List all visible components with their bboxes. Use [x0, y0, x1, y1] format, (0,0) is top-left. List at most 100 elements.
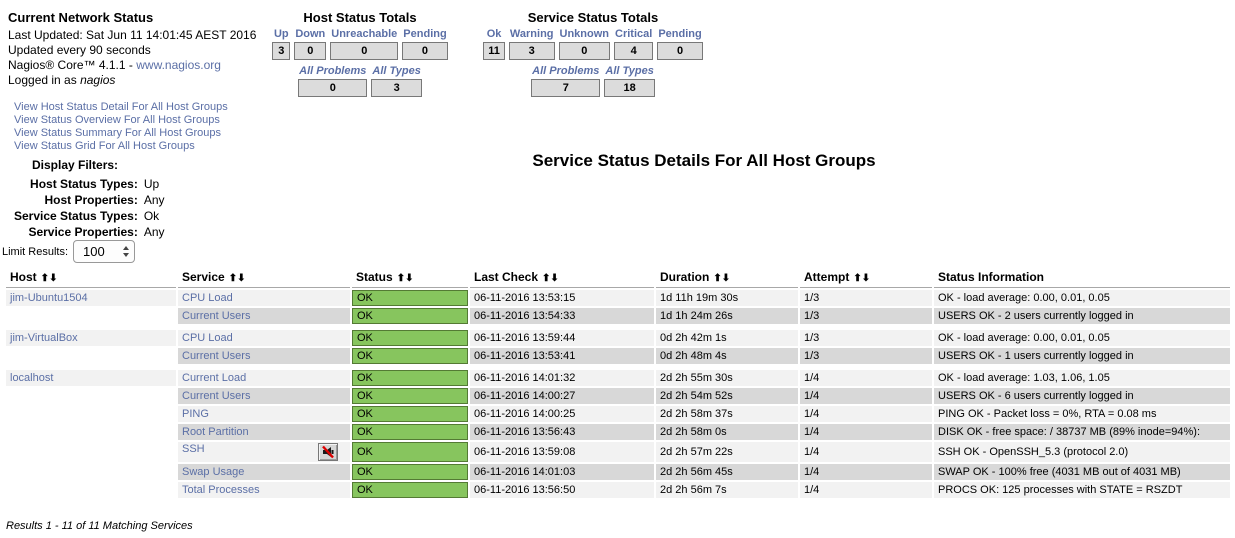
service-link[interactable]: Total Processes	[182, 484, 260, 496]
sort-descending-icon[interactable]: ⬇	[237, 273, 246, 284]
limit-results-select[interactable]: 100	[73, 240, 136, 263]
service-cell: Current Users	[178, 308, 350, 324]
filter-row: Host Properties: Any	[14, 193, 164, 207]
service-cell: Swap Usage	[178, 464, 350, 480]
service-row: Total Processes OK 06-11-2016 13:56:50 2d 2…	[6, 482, 1230, 498]
status-information-cell: OK - load average: 0.00, 0.01, 0.05	[934, 330, 1230, 346]
sort-descending-icon[interactable]: ⬇	[405, 273, 414, 284]
last-updated: Last Updated: Sat Jun 11 14:01:45 AEST 2…	[8, 28, 257, 42]
all-problems-count[interactable]: 7	[531, 79, 601, 97]
duration-cell: 0d 2h 42m 1s	[656, 330, 798, 346]
service-link[interactable]: SSH	[182, 443, 205, 455]
service-row: jim-Ubuntu1504 CPU Load OK 06-11-2016 13:53…	[6, 290, 1230, 306]
service-link[interactable]: Current Users	[182, 390, 251, 402]
service-link[interactable]: Current Load	[182, 372, 247, 384]
totals-count[interactable]: 3	[508, 42, 555, 60]
sort-ascending-icon[interactable]: ⬆	[542, 273, 551, 284]
nagios-org-link[interactable]: www.nagios.org	[136, 58, 221, 72]
all-types-label[interactable]: All Types	[605, 65, 654, 77]
filter-row: Service Properties: Any	[14, 225, 164, 239]
sort-descending-icon[interactable]: ⬇	[861, 273, 871, 284]
host-link[interactable]: jim-Ubuntu1504	[10, 292, 88, 304]
service-link[interactable]: Current Users	[182, 350, 251, 362]
attempt-cell: 1/4	[800, 464, 932, 480]
host-link[interactable]: localhost	[10, 372, 54, 384]
service-link[interactable]: Swap Usage	[182, 466, 245, 478]
all-problems-count[interactable]: 0	[298, 79, 368, 97]
service-row: Current Users OK 06-11-2016 13:54:33 1d 1h …	[6, 308, 1230, 324]
filter-row: Service Status Types: Ok	[14, 209, 165, 223]
sort-ascending-icon[interactable]: ⬆	[396, 273, 406, 284]
status-information-cell: OK - load average: 1.03, 1.06, 1.05	[934, 370, 1230, 386]
totals-count[interactable]: 0	[294, 42, 327, 60]
totals-count[interactable]: 0	[558, 42, 611, 60]
filter-label: Host Status Types:	[30, 177, 138, 191]
attempt-cell: 1/3	[800, 330, 932, 346]
service-totals-title: Service Status Totals	[527, 10, 659, 25]
service-row: Current Users OK 06-11-2016 13:53:41 0d 2h …	[6, 348, 1230, 364]
totals-column-label[interactable]: Critical	[615, 28, 653, 40]
host-totals-title: Host Status Totals	[303, 10, 417, 25]
attempt-cell: 1/4	[800, 482, 932, 498]
limit-results: Limit Results: 100	[2, 240, 136, 263]
last-check-cell: 06-11-2016 14:01:32	[470, 370, 654, 386]
sort-ascending-icon[interactable]: ⬆	[853, 273, 862, 284]
view-host-status-detail-link[interactable]: View Host Status Detail For All Host Gro…	[14, 101, 228, 113]
service-row: jim-VirtualBox CPU Load OK 06-11-2016 13:59…	[6, 330, 1230, 346]
sort-ascending-icon[interactable]: ⬆	[40, 273, 50, 284]
totals-count[interactable]: 0	[657, 42, 703, 60]
service-link[interactable]: Root Partition	[182, 426, 249, 438]
host-cell-empty	[6, 442, 176, 462]
totals-count[interactable]: 0	[330, 42, 399, 60]
totals-count[interactable]: 4	[614, 42, 654, 60]
notifications-disabled-icon[interactable]	[318, 443, 338, 461]
view-status-summary-link[interactable]: View Status Summary For All Host Groups	[14, 127, 222, 139]
all-problems-label[interactable]: All Problems	[532, 65, 600, 77]
filter-value: Up	[143, 177, 160, 191]
service-link[interactable]: PING	[182, 408, 209, 420]
attempt-cell: 1/4	[800, 388, 932, 404]
service-link[interactable]: Current Users	[182, 310, 251, 322]
duration-cell: 2d 2h 56m 45s	[656, 464, 798, 480]
duration-cell: 2d 2h 58m 0s	[656, 424, 798, 440]
view-links: View Host Status Detail For All Host Gro…	[8, 101, 263, 153]
filter-label: Service Properties:	[28, 225, 138, 239]
totals-count[interactable]: 11	[483, 42, 505, 60]
sort-ascending-icon[interactable]: ⬆	[713, 273, 722, 284]
status-information-cell: PING OK - Packet loss = 0%, RTA = 0.08 m…	[934, 406, 1230, 422]
totals-column-label[interactable]: Up	[273, 28, 289, 40]
all-types-label[interactable]: All Types	[372, 65, 421, 77]
service-row: PING OK 06-11-2016 14:00:25 2d 2h 58m 37s 1/…	[6, 406, 1230, 422]
totals-column-label[interactable]: Warning	[509, 28, 554, 40]
all-types-count[interactable]: 3	[371, 79, 422, 97]
all-problems-label[interactable]: All Problems	[299, 65, 367, 77]
totals-column-label[interactable]: Pending	[403, 28, 447, 40]
sort-descending-icon[interactable]: ⬇	[49, 273, 58, 284]
totals-table: Ok Warning Unknown Critical Pending 11 3 0 4 0	[479, 26, 706, 62]
status-badge: OK	[352, 348, 468, 364]
sort-descending-icon[interactable]: ⬇	[550, 273, 559, 284]
totals-column-label[interactable]: Unreachable	[331, 28, 398, 40]
totals-column-label[interactable]: Unknown	[559, 28, 610, 40]
display-filters-table: Host Status Types: Up Host Properties: Any S…	[14, 175, 165, 241]
host-link[interactable]: jim-VirtualBox	[10, 332, 78, 344]
service-link[interactable]: CPU Load	[182, 332, 233, 344]
view-status-grid-link[interactable]: View Status Grid For All Host Groups	[14, 140, 195, 152]
totals-count[interactable]: 3	[272, 42, 291, 60]
service-link[interactable]: CPU Load	[182, 292, 233, 304]
totals-column-label[interactable]: Ok	[486, 28, 502, 40]
sort-descending-icon[interactable]: ⬇	[721, 273, 731, 284]
duration-cell: 2d 2h 57m 22s	[656, 442, 798, 462]
page-title: Service Status Details For All Host Grou…	[532, 151, 876, 170]
totals-column-label[interactable]: Pending	[658, 28, 702, 40]
limit-results-value: 100	[83, 244, 105, 259]
view-status-overview-link[interactable]: View Status Overview For All Host Groups	[14, 114, 220, 126]
sort-ascending-icon[interactable]: ⬆	[228, 273, 238, 284]
all-types-count[interactable]: 18	[604, 79, 655, 97]
column-header-attempt: Attempt ⬆⬇	[800, 268, 932, 288]
totals-count[interactable]: 0	[402, 42, 448, 60]
last-check-cell: 06-11-2016 13:53:15	[470, 290, 654, 306]
totals-summary-table: All Problems All Types 7 18	[527, 63, 659, 99]
totals-column-label[interactable]: Down	[295, 28, 326, 40]
results-note: Results 1 - 11 of 11 Matching Services	[6, 520, 193, 532]
